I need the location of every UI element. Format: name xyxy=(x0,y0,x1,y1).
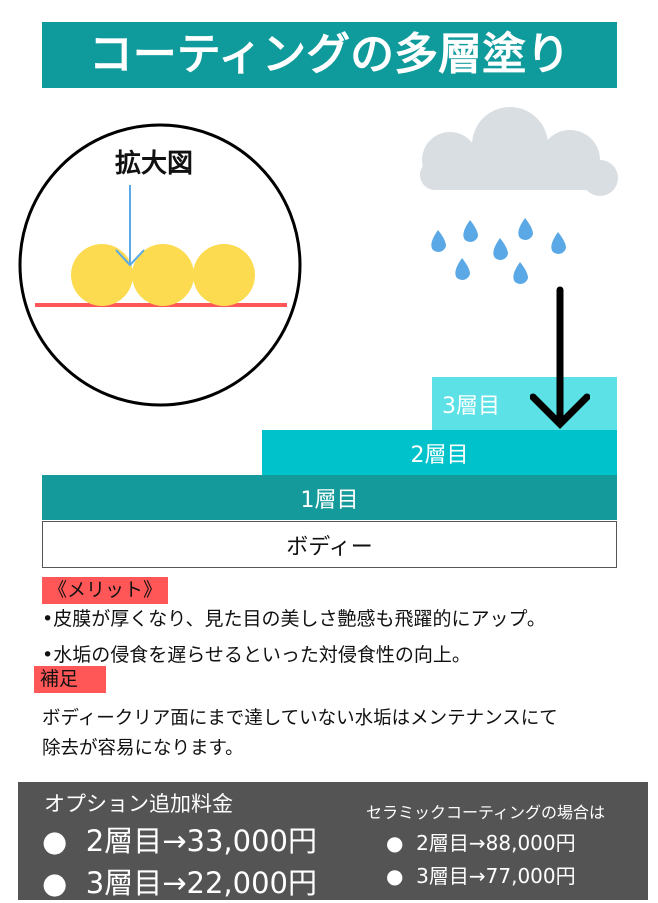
pricing-title: オプション追加料金 xyxy=(44,792,233,816)
cloud-icon xyxy=(420,107,618,196)
layer-2: 2層目 xyxy=(262,430,617,475)
zoom-label: 拡大図 xyxy=(115,149,194,179)
merit-item: •水垢の侵食を遅らせるといった対侵食性の向上。 xyxy=(42,644,471,666)
particle xyxy=(193,244,255,306)
layer-2-label: 2層目 xyxy=(410,442,469,468)
blue-arrow-icon xyxy=(115,185,145,267)
particle xyxy=(132,244,194,306)
layer-1-label: 1層目 xyxy=(300,487,359,513)
price-item: ● 3層目→22,000円 xyxy=(42,866,317,900)
rain-drops-icon xyxy=(431,218,566,284)
diagram-graphics xyxy=(18,107,618,407)
layer-1: 1層目 xyxy=(42,475,617,520)
body-label: ボディー xyxy=(286,534,373,560)
price-item: ● 2層目→33,000円 xyxy=(42,824,317,858)
ceramic-title: セラミックコーティングの場合は xyxy=(366,803,606,822)
ceramic-price-item: ● 2層目→88,000円 xyxy=(386,831,576,855)
body-layer: ボディー xyxy=(42,521,617,568)
particle xyxy=(71,244,133,306)
page-title: コーティングの多層塗り xyxy=(42,22,617,88)
note-label: 補足 xyxy=(34,666,106,693)
merit-item: •皮膜が厚くなり、見た目の美しさ艶感も飛躍的にアップ。 xyxy=(42,608,546,630)
note-line: 除去が容易になります。 xyxy=(42,738,244,759)
merit-label: 《メリット》 xyxy=(42,577,169,604)
ceramic-price-item: ● 3層目→77,000円 xyxy=(386,864,576,888)
note-line: ボディークリア面にまで達していない水垢はメンテナンスにて xyxy=(42,708,558,729)
pricing-box: オプション追加料金 ● 2層目→33,000円 ● 3層目→22,000円 セラ… xyxy=(18,782,648,900)
magnify-circle xyxy=(18,123,302,407)
layer-3: 3層目 xyxy=(432,377,617,430)
layer-3-label: 3層目 xyxy=(442,393,500,419)
down-arrow-icon xyxy=(530,286,590,429)
